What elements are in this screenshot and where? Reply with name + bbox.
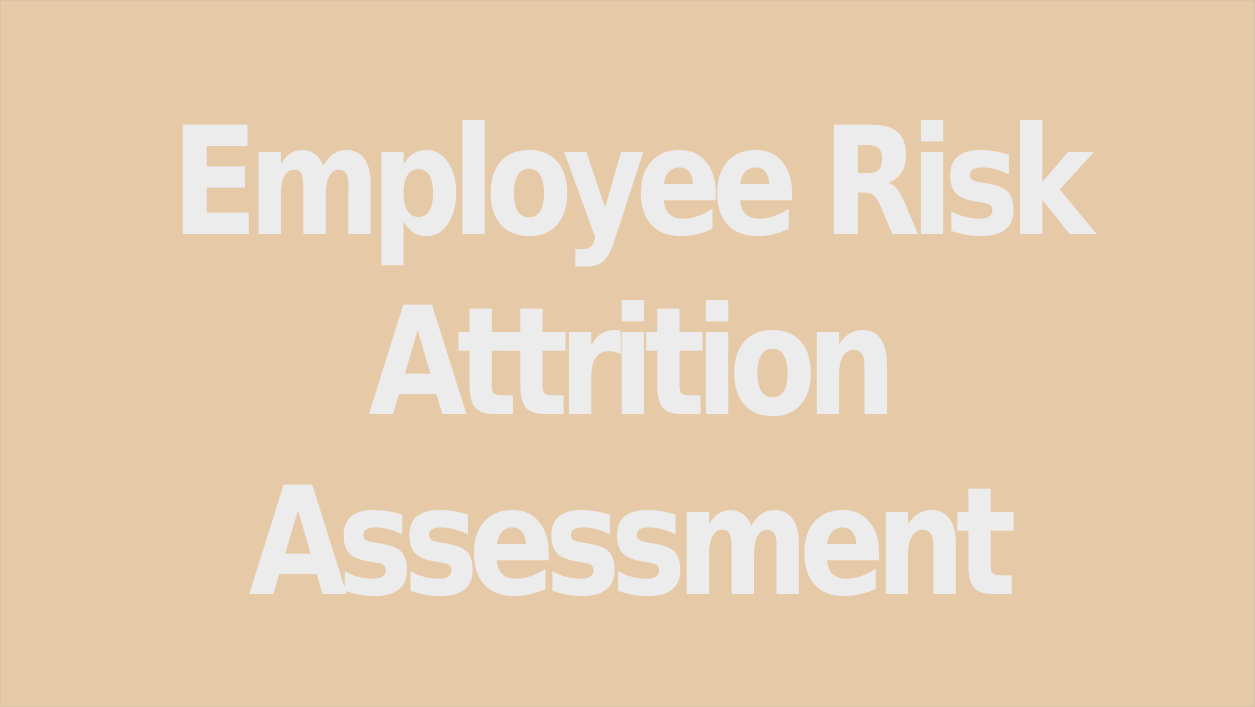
title-line-3: Assessment xyxy=(248,456,1017,630)
slide-title: Employee Risk Attrition Assessment xyxy=(95,93,1160,633)
title-line-1: Employee Risk xyxy=(171,96,1094,270)
title-line-2: Attrition xyxy=(368,276,897,450)
